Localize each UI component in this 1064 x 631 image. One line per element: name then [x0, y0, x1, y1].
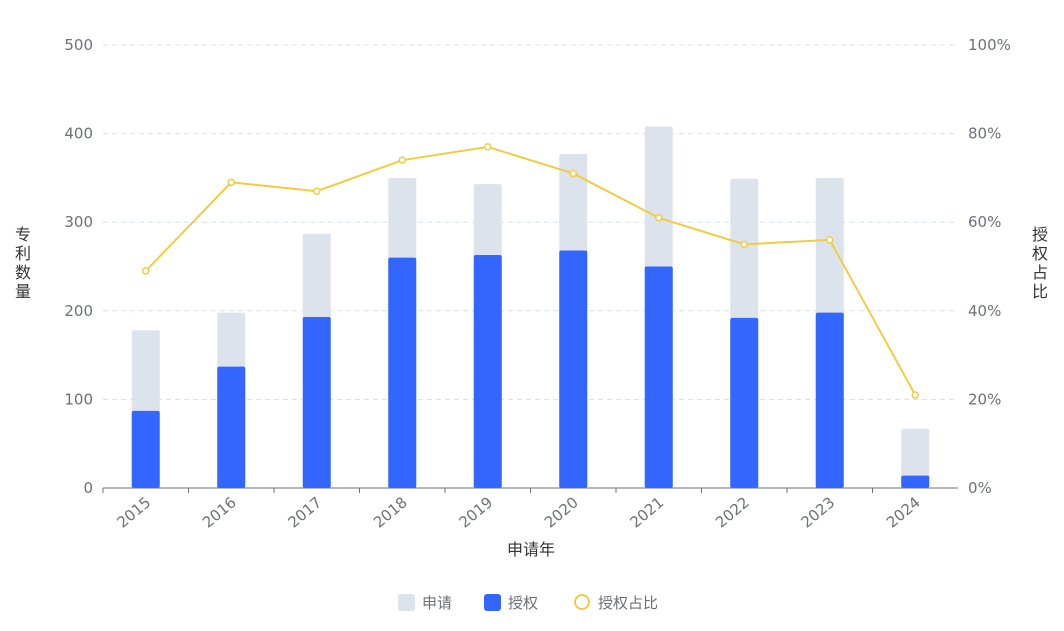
y-axis-title: 专利数量	[15, 225, 31, 301]
bar	[388, 257, 417, 488]
x-tick-label: 2020	[541, 493, 582, 531]
line-point	[911, 391, 919, 399]
bar	[131, 410, 160, 488]
x-tick-label: 2023	[797, 493, 838, 531]
x-tick-label: 2024	[883, 493, 924, 531]
line-point	[398, 156, 406, 164]
y-tick-label: 500	[64, 36, 93, 54]
x-tick-label: 2018	[370, 493, 411, 531]
x-tick-label: 2015	[113, 493, 154, 531]
line-point	[826, 236, 834, 244]
legend-label: 申请	[422, 594, 452, 612]
line-point	[655, 214, 663, 222]
y-tick-label: 300	[64, 213, 93, 231]
y2-tick-label: 20%	[968, 390, 1001, 408]
bar	[473, 254, 502, 488]
bar	[901, 475, 930, 488]
line-point	[227, 178, 235, 187]
y2-tick-label: 0%	[968, 479, 992, 497]
legend-marker	[398, 594, 415, 611]
y-tick-label: 400	[64, 125, 93, 143]
y2-tick-label: 40%	[968, 302, 1001, 320]
y2-tick-label: 80%	[968, 125, 1001, 143]
bar	[217, 366, 246, 488]
x-tick-label: 2019	[455, 493, 496, 531]
y-tick-label: 0	[83, 479, 93, 497]
x-axis-title: 申请年	[507, 540, 555, 559]
x-tick-label: 2017	[284, 493, 325, 531]
y2-tick-label: 60%	[968, 213, 1001, 231]
x-tick-label: 2016	[199, 493, 240, 531]
line-point	[313, 187, 321, 195]
bar	[730, 317, 759, 488]
line-point	[142, 267, 150, 275]
legend-marker	[574, 594, 590, 610]
bar	[815, 312, 844, 488]
y-tick-label: 200	[64, 302, 93, 320]
line-point	[484, 143, 492, 151]
bar	[901, 428, 930, 488]
legend-label: 授权	[508, 594, 538, 612]
line-point	[569, 169, 577, 178]
y2-axis-title: 授权占比	[1032, 225, 1048, 301]
line-point	[740, 240, 748, 249]
bar	[559, 250, 588, 488]
x-tick-label: 2022	[712, 493, 753, 531]
x-tick-label: 2021	[626, 493, 667, 531]
legend-marker	[484, 594, 501, 611]
bar	[302, 317, 331, 488]
line	[145, 145, 917, 396]
y-tick-label: 100	[64, 390, 93, 408]
legend-label: 授权占比	[598, 594, 658, 612]
y2-tick-label: 100%	[968, 36, 1011, 54]
bar	[644, 266, 673, 488]
